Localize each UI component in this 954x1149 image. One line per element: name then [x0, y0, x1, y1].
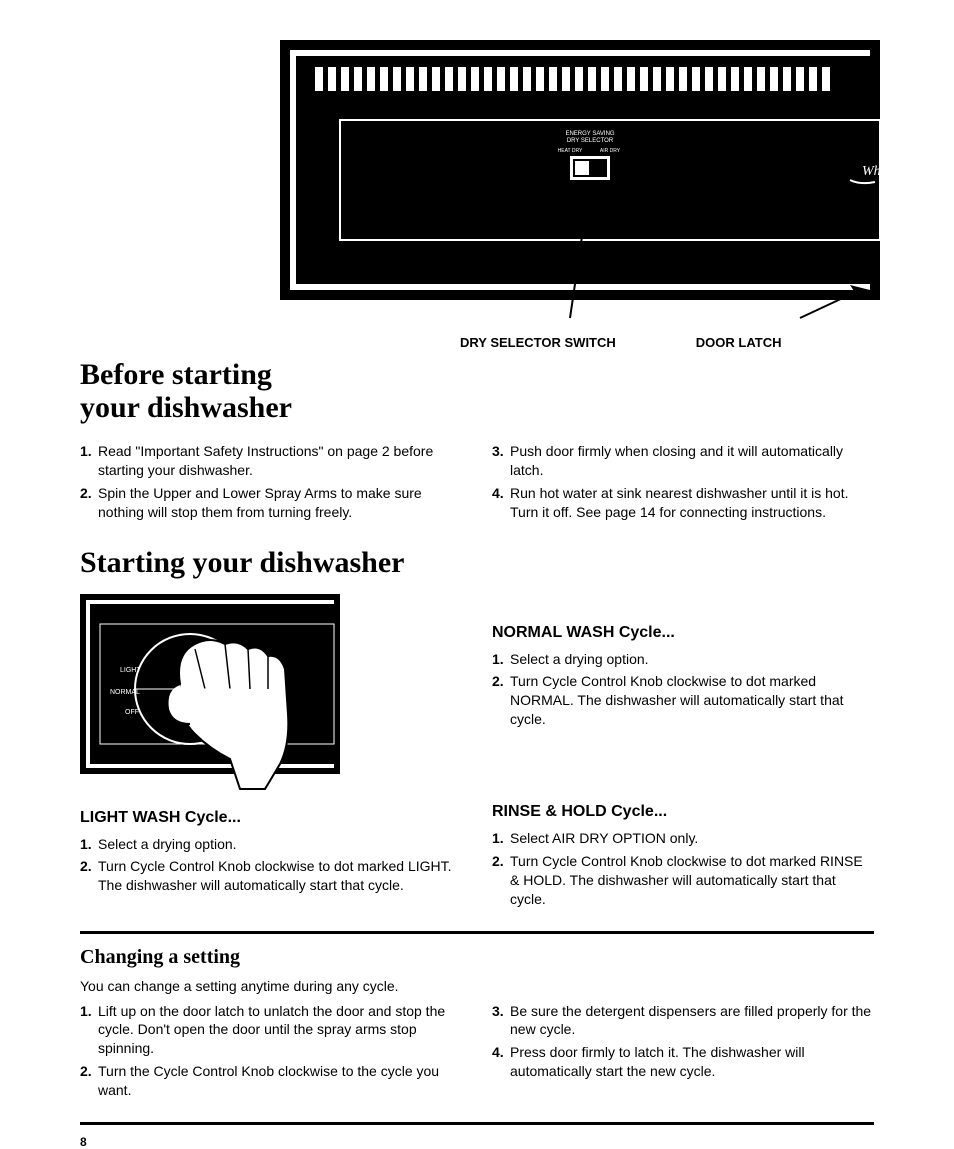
list-item: 1.Lift up on the door latch to unlatch t…: [80, 1002, 462, 1059]
door-latch-label: DOOR LATCH: [696, 335, 782, 350]
svg-text:HEAT DRY: HEAT DRY: [558, 148, 583, 154]
panel-illustration: ENERGY SAVING DRY SELECTOR HEAT DRY AIR …: [280, 40, 874, 325]
page-number: 8: [80, 1135, 874, 1149]
normal-wash-title: NORMAL WASH Cycle...: [492, 624, 874, 642]
svg-text:Whi: Whi: [862, 164, 880, 179]
divider-bottom: [80, 1122, 874, 1125]
knob-illustration: LIGHT NORMAL OFF: [80, 594, 462, 799]
light-wash-title: LIGHT WASH Cycle...: [80, 809, 462, 827]
svg-text:DRY SELECTOR: DRY SELECTOR: [567, 138, 614, 144]
list-item: 4.Run hot water at sink nearest dishwash…: [492, 484, 874, 522]
list-item: 1.Read "Important Safety Instructions" o…: [80, 442, 462, 480]
list-item: 2.Turn the Cycle Control Knob clockwise …: [80, 1062, 462, 1100]
divider: [80, 931, 874, 934]
list-item: 3.Push door firmly when closing and it w…: [492, 442, 874, 480]
svg-text:AIR DRY: AIR DRY: [600, 148, 621, 154]
list-item: 2.Turn Cycle Control Knob clockwise to d…: [80, 857, 462, 895]
list-item: 1.Select a drying option.: [492, 650, 874, 669]
heading-before-starting: Before startingyour dishwasher: [80, 358, 380, 424]
changing-intro: You can change a setting anytime during …: [80, 977, 460, 996]
rinse-hold-title: RINSE & HOLD Cycle...: [492, 803, 874, 821]
list-item: 1.Select a drying option.: [80, 835, 462, 854]
list-item: 1.Select AIR DRY OPTION only.: [492, 829, 874, 848]
list-item: 4.Press door firmly to latch it. The dis…: [492, 1043, 874, 1081]
svg-text:NORMAL: NORMAL: [110, 689, 140, 696]
list-item: 2.Turn Cycle Control Knob clockwise to d…: [492, 852, 874, 909]
list-item: 2.Turn Cycle Control Knob clockwise to d…: [492, 672, 874, 729]
before-starting-list: 1.Read "Important Safety Instructions" o…: [80, 442, 874, 526]
svg-text:LIGHT: LIGHT: [120, 667, 141, 674]
changing-title: Changing a setting: [80, 946, 874, 969]
dry-selector-label: DRY SELECTOR SWITCH: [460, 335, 616, 350]
list-item: 3.Be sure the detergent dispensers are f…: [492, 1002, 874, 1040]
svg-text:ENERGY SAVING: ENERGY SAVING: [565, 131, 614, 137]
list-item: 2.Spin the Upper and Lower Spray Arms to…: [80, 484, 462, 522]
heading-starting: Starting your dishwasher: [80, 546, 874, 580]
changing-list: 1.Lift up on the door latch to unlatch t…: [80, 1002, 874, 1104]
illustration-labels: DRY SELECTOR SWITCH DOOR LATCH: [460, 335, 874, 350]
svg-text:OFF: OFF: [125, 709, 139, 716]
